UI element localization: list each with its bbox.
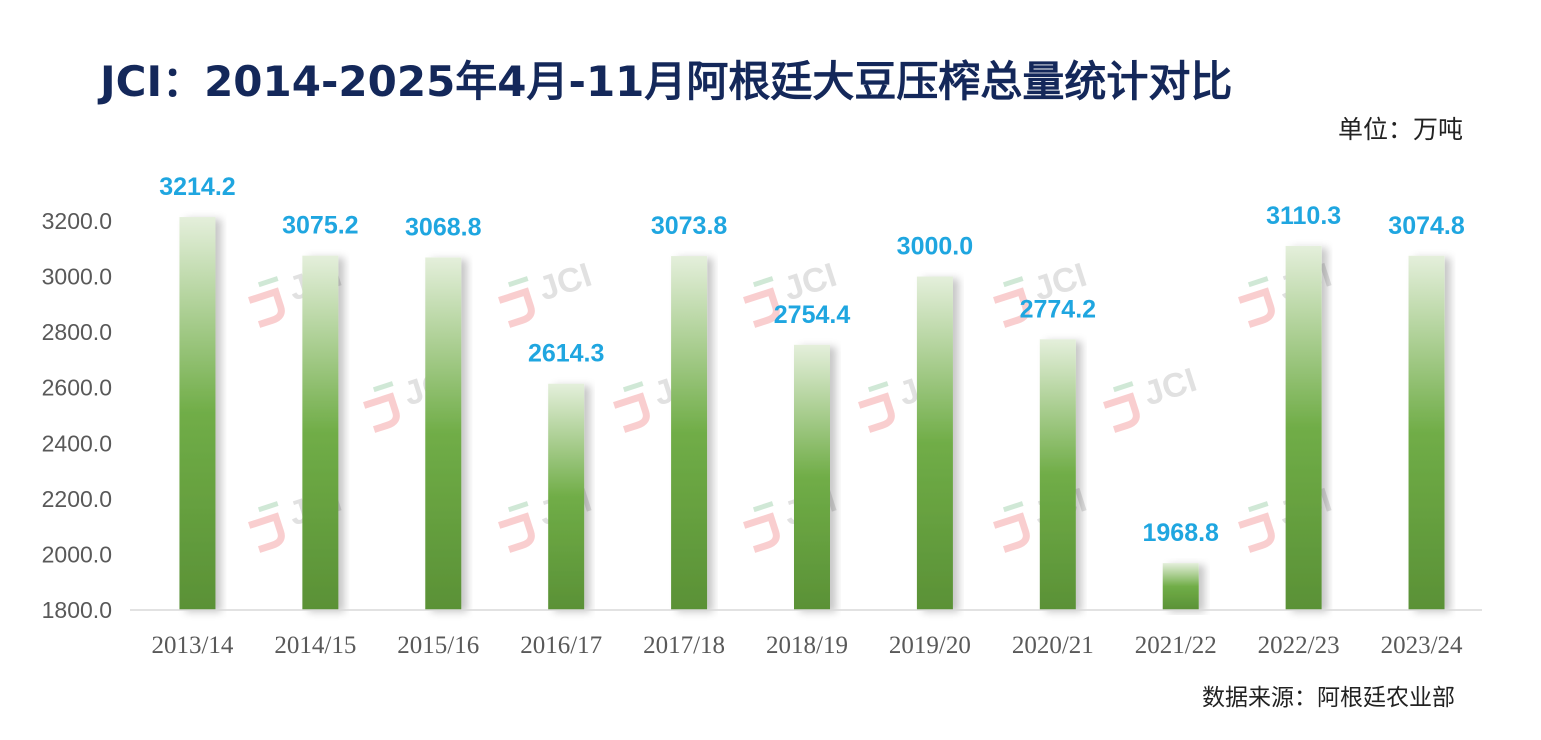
x-tick-label: 2016/17 <box>520 632 602 659</box>
data-label: 3068.8 <box>405 213 482 241</box>
bar-2021/22 <box>1162 563 1199 610</box>
y-tick-label: 2600.0 <box>42 375 112 401</box>
x-tick-label: 2013/14 <box>151 632 233 659</box>
data-label: 2754.4 <box>774 301 851 329</box>
x-tick-label: 2018/19 <box>766 632 848 659</box>
bar-2020/21 <box>1039 339 1076 610</box>
data-label: 1968.8 <box>1142 519 1219 547</box>
unit-label: 单位：万吨 <box>1337 115 1463 144</box>
x-tick-label: 2015/16 <box>397 632 479 659</box>
data-labels: 3214.2 3075.2 3068.8 2614.3 3073.8 2754.4 3000… <box>159 173 1465 547</box>
y-tick-label: 2800.0 <box>42 319 112 345</box>
y-tick-label: 2400.0 <box>42 430 112 456</box>
x-tick-label: 2022/23 <box>1258 632 1340 659</box>
data-label: 3000.0 <box>897 233 973 261</box>
bar-2019/20 <box>916 276 953 610</box>
bar-2015/16 <box>425 257 462 610</box>
bars-layer <box>179 217 1445 611</box>
bar-2013/14 <box>179 217 216 610</box>
data-label: 3074.8 <box>1388 212 1465 240</box>
bar-2022/23 <box>1285 245 1322 611</box>
bar-2014/15 <box>302 255 339 610</box>
x-tick-label: 2023/24 <box>1381 632 1463 659</box>
watermark-logo: JCI <box>498 256 596 328</box>
data-label: 2614.3 <box>528 340 604 368</box>
data-label: 3075.2 <box>282 212 358 240</box>
bar-2017/18 <box>671 256 708 610</box>
x-tick-label: 2021/22 <box>1135 632 1217 659</box>
bar-2018/19 <box>794 344 830 610</box>
bar-2023/24 <box>1408 255 1445 610</box>
bar-2016/17 <box>548 383 585 610</box>
x-axis-ticks: 2013/14 2014/15 2015/16 2016/17 2017/18 2018/… <box>151 632 1463 659</box>
watermark-logo: JCI <box>1103 361 1201 433</box>
data-label: 2774.2 <box>1020 295 1096 323</box>
y-tick-label: 3000.0 <box>42 264 112 290</box>
data-label: 3214.2 <box>159 173 235 201</box>
x-tick-label: 2020/21 <box>1012 632 1094 659</box>
y-axis-ticks: 1800.0 2000.0 2200.0 2400.0 2600.0 2800.0 3000… <box>42 208 112 623</box>
y-tick-label: 2200.0 <box>42 486 112 512</box>
data-label: 3110.3 <box>1266 202 1341 230</box>
y-tick-label: 2000.0 <box>42 541 112 567</box>
data-label: 3073.8 <box>651 212 728 240</box>
watermark-text: JCI <box>534 256 596 308</box>
x-tick-label: 2019/20 <box>889 632 971 659</box>
chart-title: JCI：2014-2025年4月-11月阿根廷大豆压榨总量统计对比 <box>100 57 1233 106</box>
x-tick-label: 2014/15 <box>274 632 356 659</box>
y-tick-label: 3200.0 <box>42 208 112 234</box>
source-label: 数据来源：阿根廷农业部 <box>1202 685 1455 711</box>
x-tick-label: 2017/18 <box>643 632 725 659</box>
y-tick-label: 1800.0 <box>42 597 112 623</box>
watermark-text: JCI <box>1139 361 1201 413</box>
